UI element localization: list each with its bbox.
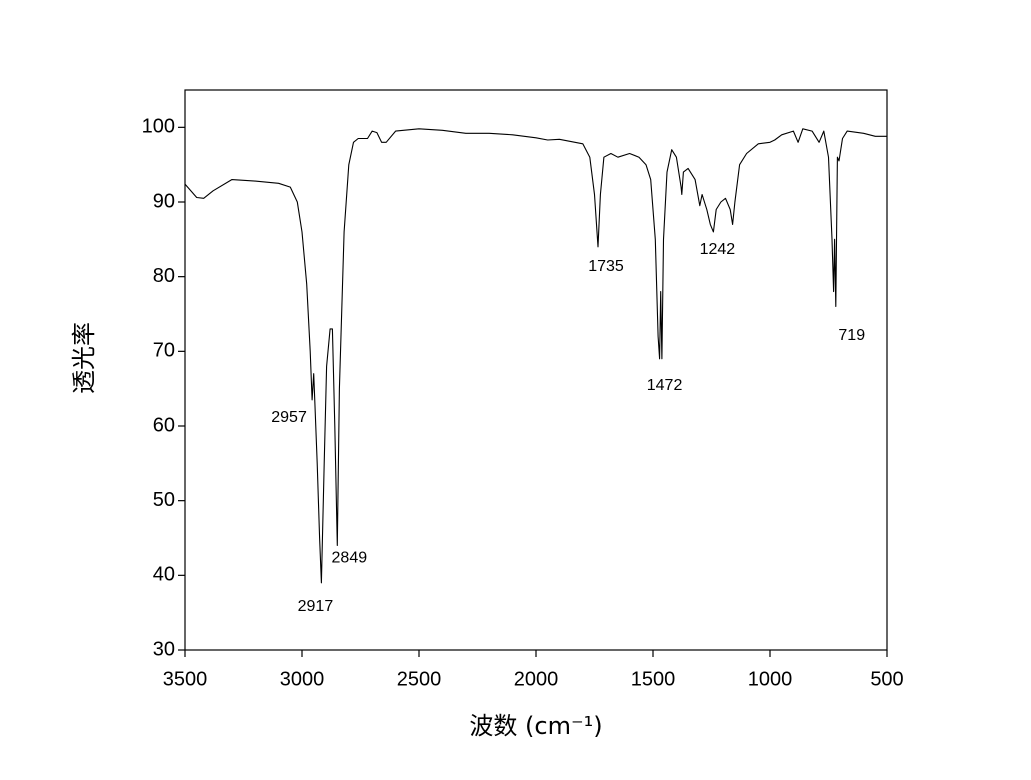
y-tick-label: 100: [142, 116, 175, 138]
x-axis-label: 波数 (cm⁻¹): [469, 712, 602, 740]
peak-label: 2957: [271, 409, 307, 426]
x-tick-label: 1000: [748, 668, 793, 690]
x-tick-label: 2000: [514, 668, 559, 690]
y-tick-label: 60: [153, 414, 175, 436]
y-tick-label: 90: [153, 190, 175, 212]
y-tick-label: 70: [153, 340, 175, 362]
x-tick-label: 1500: [631, 668, 676, 690]
peak-label: 2917: [298, 598, 334, 615]
peak-label: 719: [838, 327, 865, 344]
peak-label: 1472: [647, 377, 683, 394]
y-tick-label: 50: [153, 489, 175, 511]
x-tick-label: 3500: [163, 668, 208, 690]
x-tick-label: 500: [870, 668, 903, 690]
x-tick-label: 2500: [397, 668, 442, 690]
y-axis-label: 透光率: [70, 322, 98, 394]
peak-label: 1735: [588, 258, 624, 275]
peak-label: 1242: [700, 241, 736, 258]
y-tick-label: 30: [153, 638, 175, 660]
spectrum-line: [184, 128, 887, 584]
plot-frame: [184, 89, 888, 651]
peak-label: 2849: [332, 550, 368, 567]
y-tick-label: 40: [153, 564, 175, 586]
x-tick-label: 3000: [280, 668, 325, 690]
y-tick-label: 80: [153, 265, 175, 287]
